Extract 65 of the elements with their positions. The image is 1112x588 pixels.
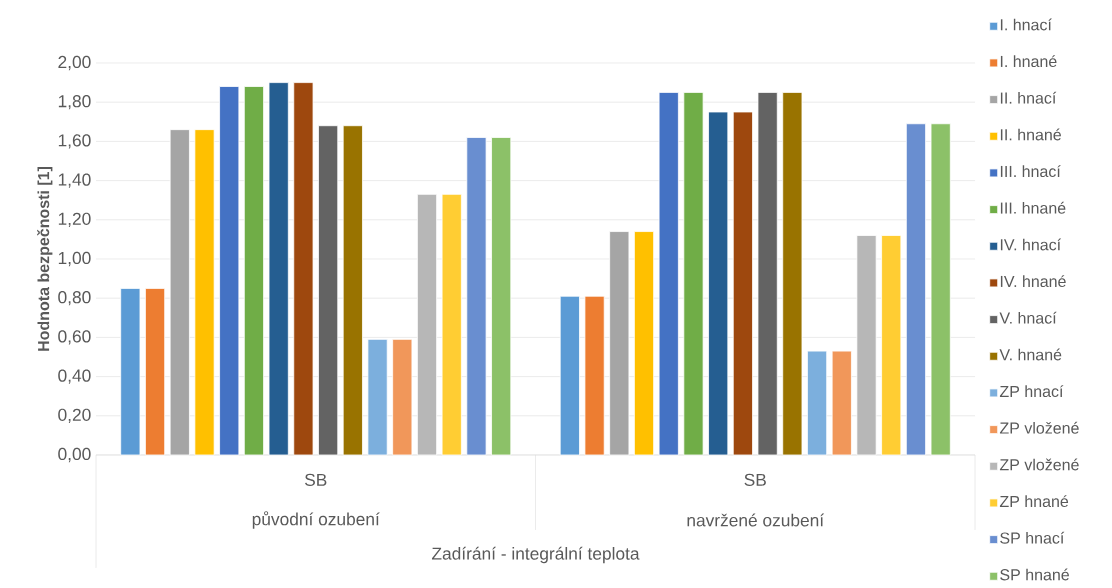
x-tick-label: SB <box>304 473 327 486</box>
bar <box>145 287 166 456</box>
text: původní ozubení <box>252 511 380 529</box>
bar <box>757 91 778 456</box>
legend-label: ZP hnané <box>999 495 1069 507</box>
bar <box>807 350 828 456</box>
y-tick-label: 1,20 <box>58 212 91 227</box>
bar <box>441 193 462 456</box>
bar <box>219 85 240 456</box>
y-tick-label: 0,00 <box>58 447 91 463</box>
x-axis-title: Zadírání - integrální teplota <box>431 546 640 564</box>
bar <box>609 231 630 456</box>
y-axis-title: Hodnota bezpečnosti [1] <box>37 166 53 351</box>
legend-label: SP hnací <box>1000 531 1065 544</box>
bar <box>120 287 141 456</box>
legend-label: V. hnací <box>999 311 1057 324</box>
legend-label: III. hnané <box>1000 201 1066 214</box>
bar <box>732 111 753 456</box>
bar <box>342 125 363 456</box>
legend-label: SP hnané <box>1000 568 1069 581</box>
legend-label: II. hnané <box>1000 128 1061 141</box>
y-tick-label: 1,80 <box>58 94 91 110</box>
y-tick-label: 0,80 <box>58 290 91 306</box>
bar <box>905 123 926 456</box>
bar <box>293 82 314 456</box>
legend-label: IV. hnací <box>1000 238 1062 251</box>
bar <box>584 295 605 456</box>
legend-label: III. hnací <box>1000 165 1061 177</box>
y-tick-label: 1,00 <box>58 251 91 267</box>
text: navržené ozubení <box>687 513 825 527</box>
bar <box>930 123 951 456</box>
bar <box>658 91 679 456</box>
legend-label: V. hnané <box>999 348 1062 361</box>
bar <box>392 338 413 456</box>
legend-label: ZP vložené <box>999 421 1079 434</box>
y-tick-label: 0,40 <box>58 369 91 384</box>
legend-label: IV. hnané <box>1000 275 1066 287</box>
bar <box>856 234 877 456</box>
legend-label: ZP hnací <box>999 385 1064 397</box>
bar <box>416 193 438 456</box>
bar <box>318 125 339 456</box>
legend-label: I. hnací <box>1000 18 1052 31</box>
bar <box>243 85 264 456</box>
bar <box>169 129 190 456</box>
bar <box>194 129 215 456</box>
bar <box>491 136 512 456</box>
legend-label: ZP vložené <box>999 458 1079 471</box>
bar <box>367 338 388 456</box>
bar <box>466 136 487 456</box>
y-tick-label: 2,00 <box>58 55 91 71</box>
y-tick-label: 0,60 <box>58 330 91 345</box>
y-tick-label: 0,20 <box>58 408 91 423</box>
bar <box>559 295 580 456</box>
bar <box>268 82 289 456</box>
legend-label: II. hnací <box>1000 91 1057 104</box>
x-tick-label: SB <box>744 473 766 486</box>
bar <box>831 350 852 456</box>
bar <box>881 234 902 456</box>
y-tick-label: 1,60 <box>58 134 91 149</box>
bar <box>782 91 803 456</box>
bar <box>708 111 729 456</box>
y-tick-label: 1,40 <box>58 173 91 188</box>
bar <box>633 231 655 456</box>
legend-label: I. hnané <box>1000 55 1057 67</box>
bar <box>683 91 704 456</box>
